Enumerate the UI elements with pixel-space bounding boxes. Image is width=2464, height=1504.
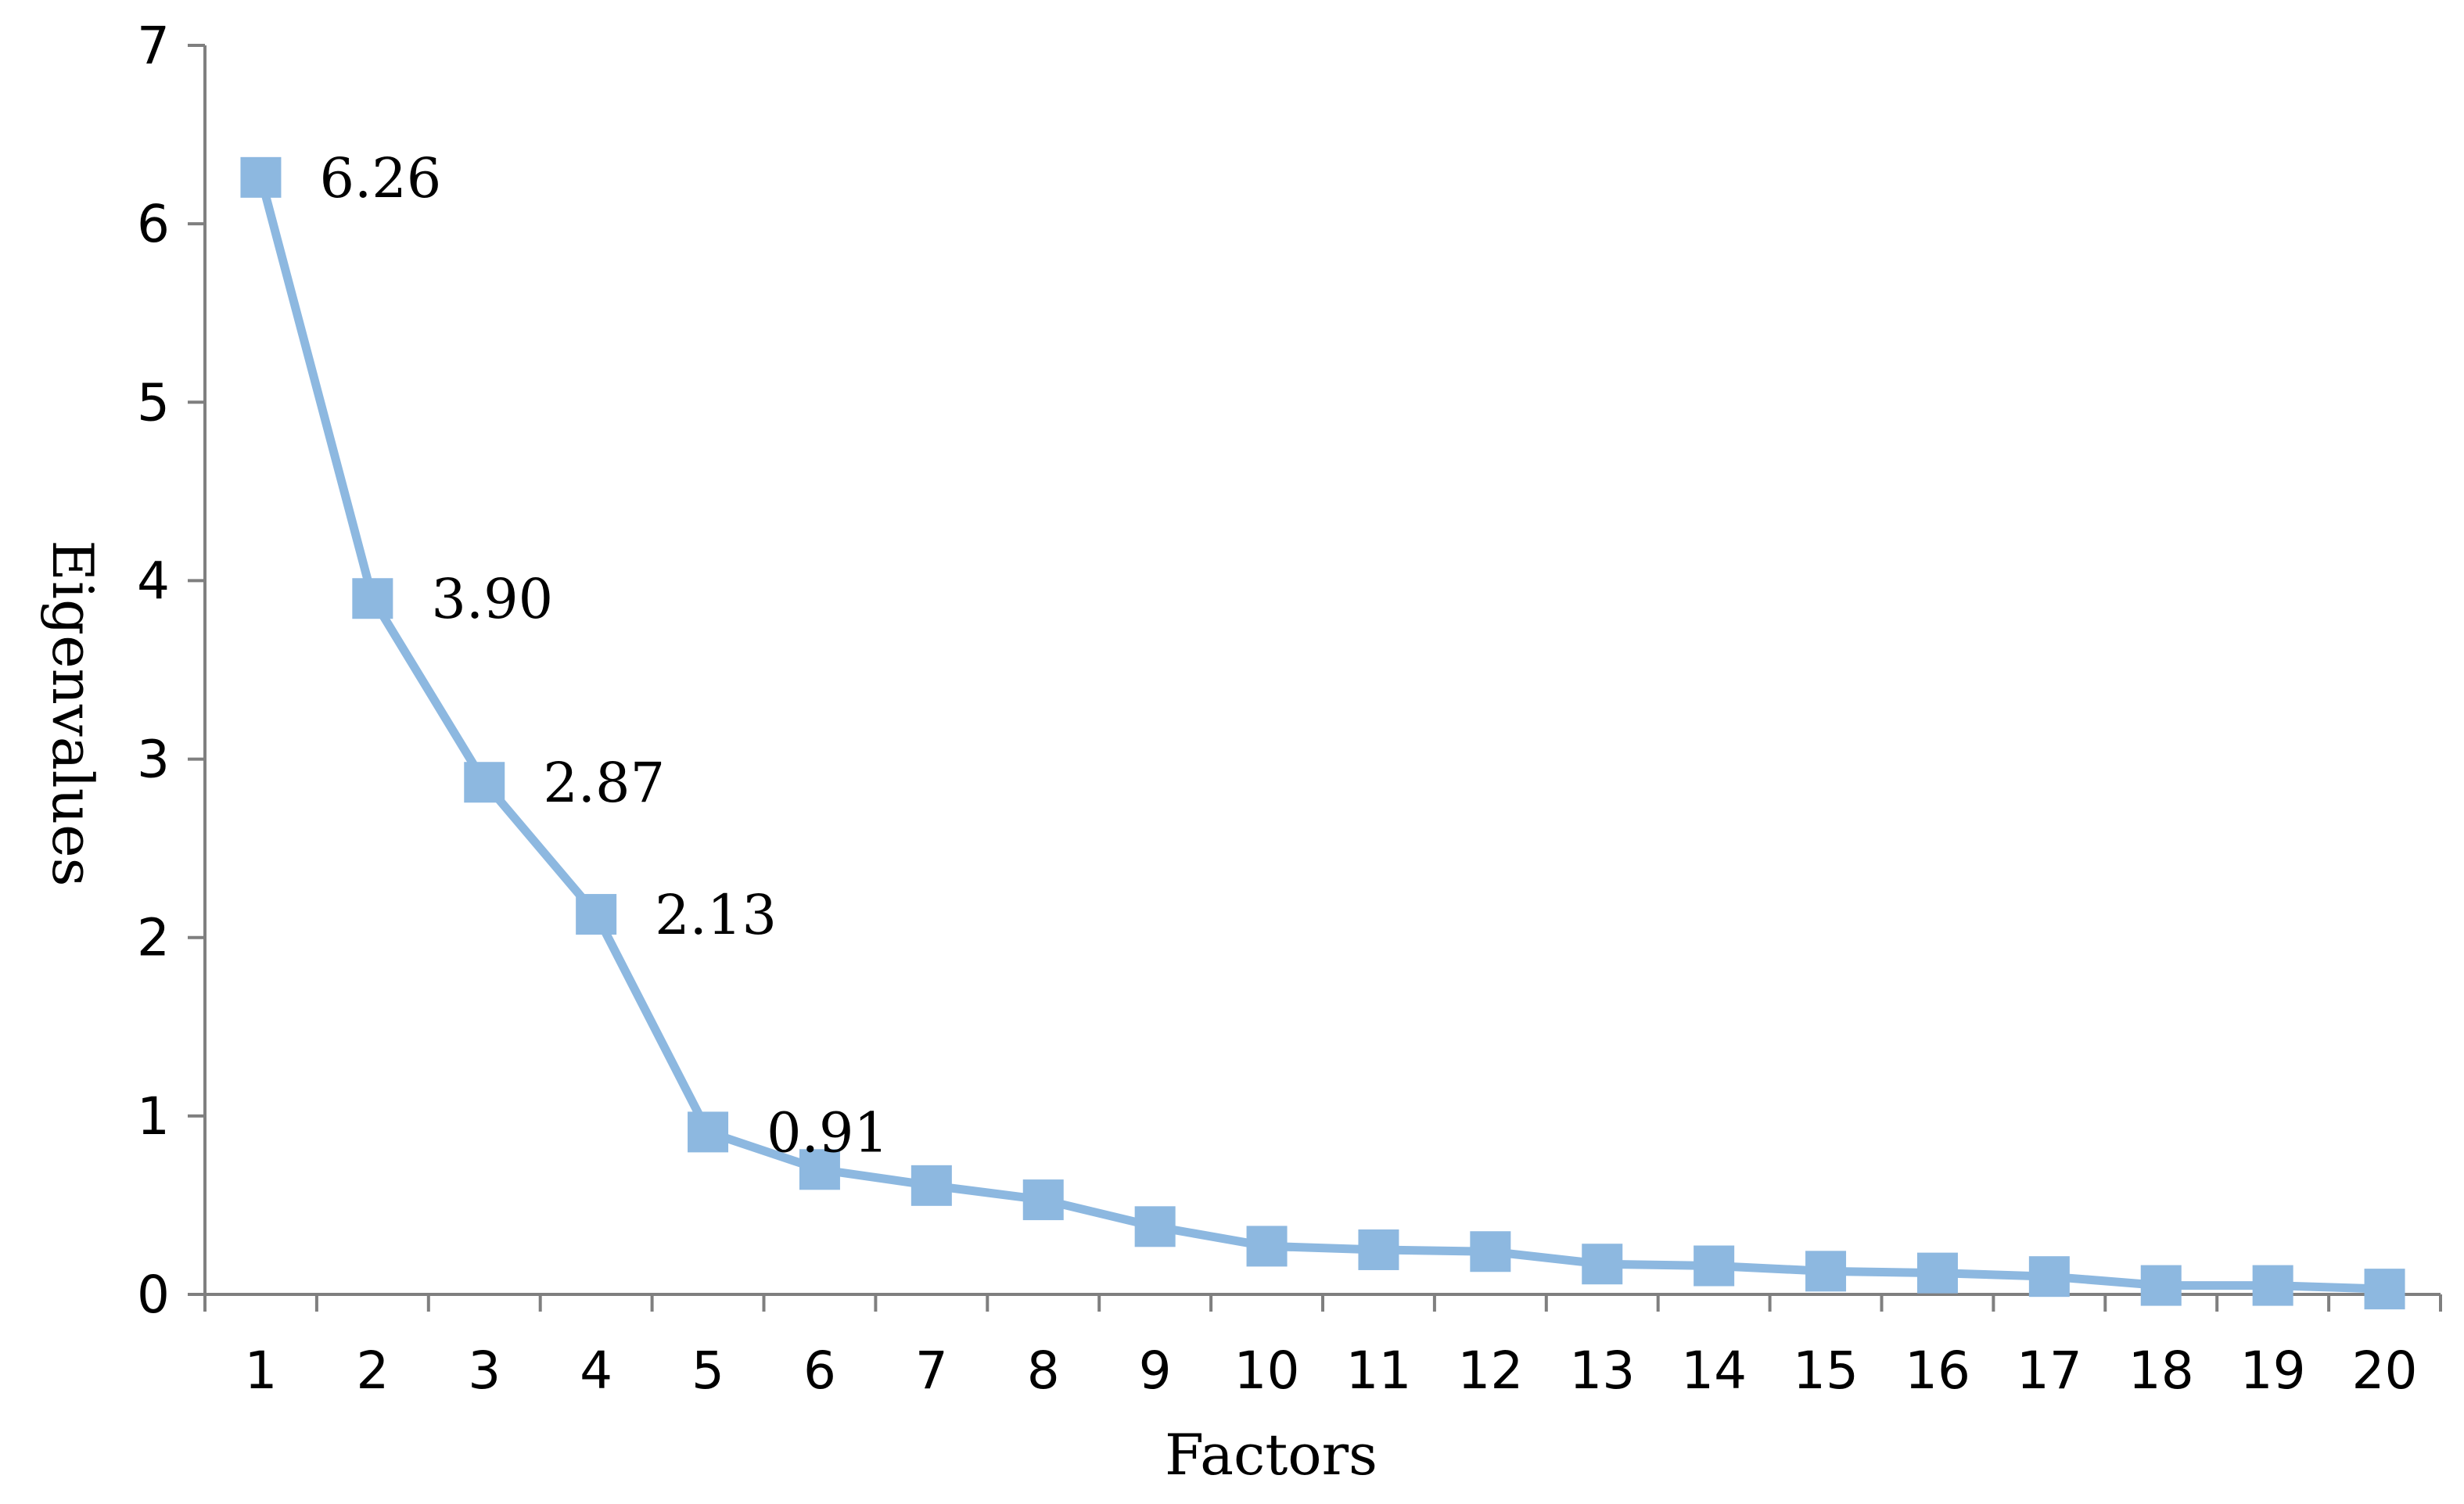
y-tick-label: 6 (137, 194, 170, 254)
data-point-marker (799, 1149, 840, 1190)
x-tick-label: 5 (691, 1341, 724, 1401)
data-point-marker (464, 762, 505, 803)
data-labels: 6.26 3.90 2.87 2.13 0.91 (319, 146, 888, 1165)
x-tick-label: 8 (1027, 1341, 1060, 1401)
y-axis: 0 1 2 3 4 5 6 7 (137, 16, 207, 1325)
x-tick-label: 10 (1234, 1341, 1300, 1401)
data-point-marker (576, 894, 617, 935)
data-label: 6.26 (319, 146, 441, 210)
data-point-marker (1022, 1179, 1064, 1221)
data-point-marker (2364, 1269, 2405, 1310)
x-tick-label: 16 (1905, 1341, 1970, 1401)
data-point-marker (2252, 1265, 2293, 1306)
data-label: 2.13 (655, 883, 777, 947)
x-tick-label: 15 (1793, 1341, 1859, 1401)
x-tick-label: 18 (2128, 1341, 2194, 1401)
data-point-marker (688, 1111, 729, 1153)
data-label: 0.91 (767, 1100, 889, 1165)
x-tick-label: 2 (356, 1341, 389, 1401)
x-tick-label: 1 (244, 1341, 277, 1401)
data-point-marker (1582, 1244, 1623, 1285)
data-label: 3.90 (431, 567, 553, 631)
data-label: 2.87 (543, 751, 665, 815)
x-tick-label: 19 (2240, 1341, 2306, 1401)
data-point-marker (2028, 1256, 2070, 1298)
x-tick-label: 20 (2352, 1341, 2418, 1401)
eigenvalue-series (240, 156, 2405, 1310)
data-point-marker (1805, 1251, 1847, 1292)
data-point-marker (1246, 1226, 1288, 1267)
x-tick-label: 4 (580, 1341, 612, 1401)
x-axis: 1 2 3 4 5 6 7 8 9 10 11 12 13 14 15 16 17 18 19 20 (203, 1293, 2442, 1401)
x-tick-label: 6 (803, 1341, 836, 1401)
data-point-marker (1134, 1206, 1176, 1247)
data-point-marker (2140, 1265, 2182, 1306)
y-tick-label: 4 (137, 551, 170, 611)
x-tick-label: 14 (1681, 1341, 1747, 1401)
x-tick-label: 9 (1139, 1341, 1172, 1401)
y-axis-title: Eigenvalues (40, 540, 106, 886)
series-line (257, 176, 2385, 1294)
data-point-marker (1694, 1245, 1735, 1287)
data-point-marker (352, 578, 393, 619)
x-tick-label: 12 (1457, 1341, 1523, 1401)
data-point-marker (1916, 1252, 1958, 1294)
x-tick-label: 11 (1345, 1341, 1411, 1401)
x-axis-title: Factors (1165, 1422, 1377, 1488)
y-tick-label: 5 (137, 372, 170, 433)
y-tick-label: 3 (137, 730, 170, 790)
y-tick-label: 2 (137, 908, 170, 968)
data-point-marker (240, 156, 282, 198)
x-tick-label: 7 (915, 1341, 948, 1401)
data-point-marker (1358, 1229, 1399, 1270)
data-point-marker (1470, 1231, 1511, 1272)
data-point-marker (911, 1165, 952, 1206)
x-tick-label: 13 (1569, 1341, 1635, 1401)
y-tick-label: 1 (137, 1086, 170, 1147)
y-tick-label: 0 (137, 1265, 170, 1325)
y-tick-label: 7 (137, 16, 170, 76)
x-tick-label: 17 (2017, 1341, 2082, 1401)
x-tick-label: 3 (468, 1341, 501, 1401)
